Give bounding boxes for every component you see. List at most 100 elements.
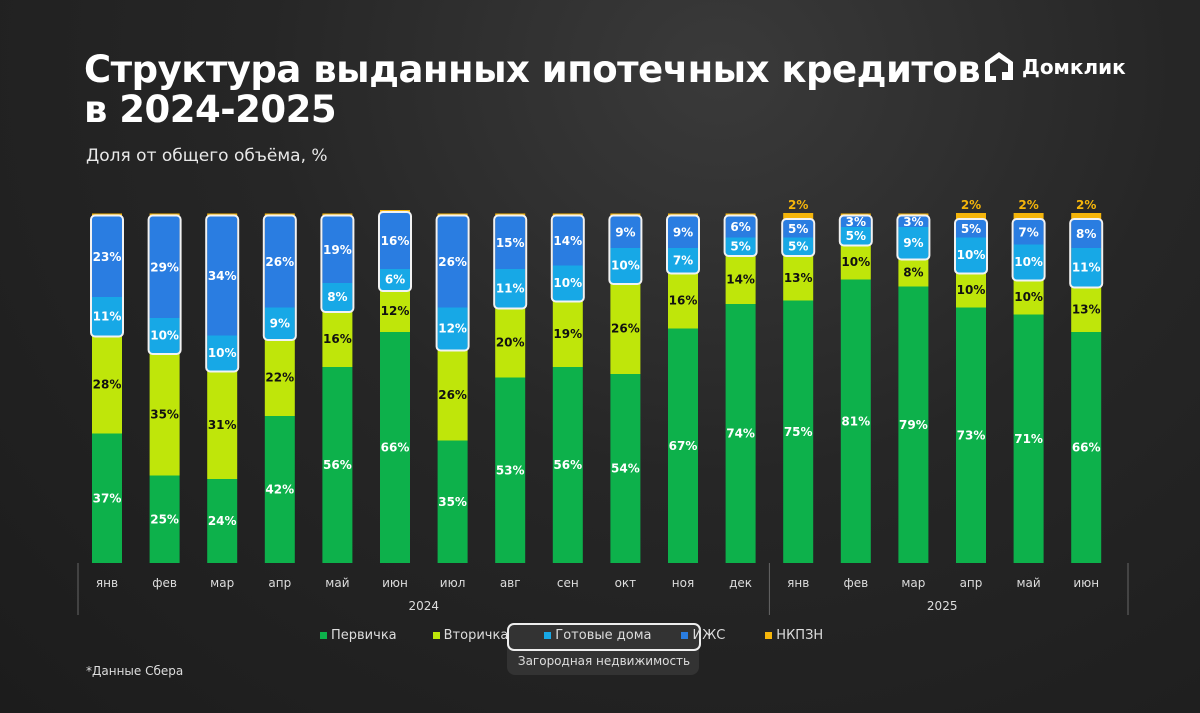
group-outline [550, 214, 585, 303]
legend-item: Первичка [320, 628, 397, 643]
data-label: 56% [323, 458, 352, 472]
bar-segment [322, 311, 353, 367]
bar-segment [92, 297, 122, 336]
bar-segment [1071, 213, 1102, 220]
bar-segment [840, 244, 871, 280]
legend-label: НКПЗН [776, 628, 824, 643]
data-label: 5% [730, 239, 750, 253]
bar-segment [207, 216, 238, 336]
bar-segment [668, 216, 698, 248]
bar-segment [149, 216, 180, 318]
bar-segment [1013, 314, 1044, 563]
group-outline [954, 218, 988, 275]
data-label: 23% [93, 250, 122, 264]
bar-segment [725, 304, 756, 563]
bar-segment [495, 307, 526, 378]
data-label: 10% [208, 346, 237, 360]
group-outline [320, 214, 355, 313]
data-label: 34% [208, 269, 237, 283]
x-tick-label: май [1016, 576, 1040, 590]
data-label: 2% [1076, 198, 1096, 212]
data-label: 66% [1072, 441, 1101, 455]
year-label: 2025 [927, 599, 958, 613]
data-label: 54% [611, 462, 640, 476]
x-tick-label: июн [1073, 576, 1099, 590]
x-tick-label: апр [960, 576, 983, 590]
bar-segment [552, 216, 583, 266]
x-tick-label: дек [729, 576, 752, 590]
data-label: 9% [615, 225, 635, 239]
legend-group-label: Загородная недвижимость [517, 654, 691, 668]
bar-segment [898, 286, 929, 563]
bar-segment [322, 283, 353, 311]
bar-segment [898, 258, 929, 287]
bar-segment [322, 367, 353, 563]
bar-segment [668, 248, 698, 273]
bar-segment [380, 269, 410, 290]
data-label: 14% [726, 273, 755, 287]
bar-segment [610, 216, 641, 248]
data-label: 7% [1018, 225, 1038, 239]
x-tick-label: янв [787, 576, 809, 590]
bar-segment [380, 332, 410, 563]
legend-swatch [544, 632, 552, 639]
data-label: 5% [961, 222, 981, 236]
bar-segment [380, 290, 410, 332]
bar-segment [1013, 213, 1044, 220]
x-tick-label: июн [382, 576, 408, 590]
bar-segment [552, 300, 583, 367]
data-label: 8% [903, 266, 923, 280]
bar-segment [840, 279, 871, 563]
data-label: 3% [846, 215, 866, 229]
legend: Первичка Вторичка Готовые дома ИЖС НКПЗН [320, 628, 823, 643]
bar-segment [149, 318, 180, 353]
data-label: 74% [726, 427, 755, 441]
legend-label: ИЖС [692, 628, 726, 643]
data-label: 10% [841, 255, 870, 269]
group-outline [378, 211, 412, 292]
legend-label: Вторичка [443, 628, 509, 643]
legend-item: ИЖС [681, 628, 725, 643]
data-label: 9% [903, 236, 923, 250]
data-label: 31% [208, 418, 237, 432]
bar-segment [956, 272, 986, 308]
data-label: 5% [788, 239, 808, 253]
data-label: 79% [899, 418, 928, 432]
data-label: 13% [1072, 302, 1101, 316]
group-outline [838, 214, 873, 247]
data-label: 53% [496, 463, 525, 477]
data-label: 35% [150, 407, 179, 421]
bar-segment [552, 265, 583, 301]
data-label: 81% [841, 414, 870, 428]
bar-segment [956, 213, 986, 220]
group-outline [666, 214, 700, 275]
data-label: 19% [553, 327, 582, 341]
bar-segment [207, 370, 238, 479]
bar-segment [437, 216, 468, 308]
bar-segment [898, 227, 929, 259]
data-label: 6% [385, 273, 405, 287]
bar-segment [264, 216, 295, 308]
bar-segment [437, 440, 468, 563]
x-tick-label: авг [500, 576, 521, 590]
bar-segment [956, 307, 986, 563]
legend-swatch [320, 632, 327, 639]
data-label: 9% [673, 225, 693, 239]
data-label: 5% [788, 222, 808, 236]
group-outline [90, 214, 124, 338]
bar-segment [437, 307, 468, 350]
bar-segment [898, 216, 929, 227]
group-outline [896, 214, 931, 261]
bar-segment [380, 213, 410, 269]
data-label: 66% [381, 441, 410, 455]
data-label: 71% [1014, 432, 1043, 446]
chart-subtitle: Доля от общего объёма, % [86, 146, 328, 166]
data-label: 2% [961, 198, 981, 212]
bar-segment [783, 255, 814, 301]
data-label: 13% [784, 271, 813, 285]
data-label: 11% [496, 281, 525, 295]
data-label: 2% [1018, 198, 1038, 212]
data-label: 73% [957, 428, 986, 442]
x-tick-label: окт [615, 576, 637, 590]
legend-group-box [507, 623, 701, 651]
